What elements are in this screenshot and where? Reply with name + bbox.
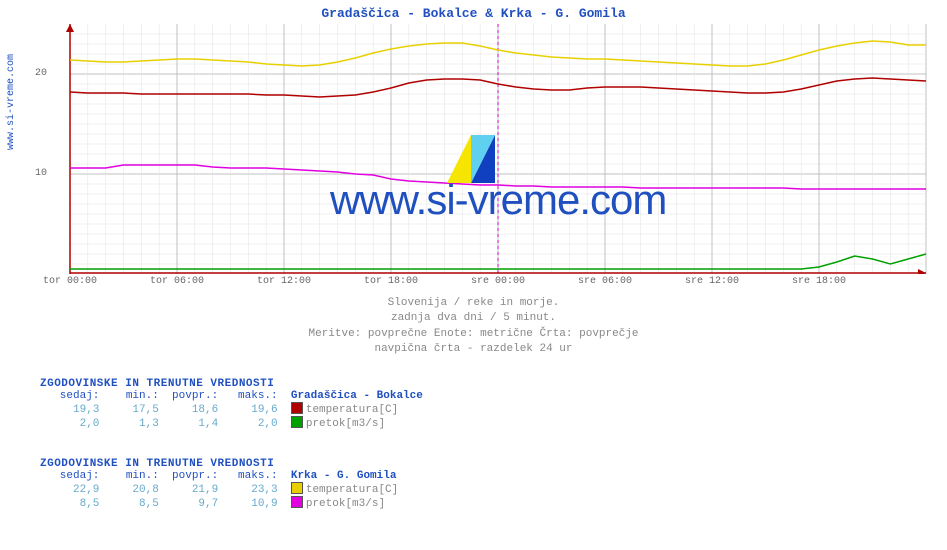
stats-row-temp: 19,3 17,5 18,6 19,6 temperatura[C]: [40, 402, 423, 416]
x-axis-labels: tor 00:00 tor 06:00 tor 12:00 tor 18:00 sre …: [36, 276, 932, 290]
stats-block-2: ZGODOVINSKE IN TRENUTNE VREDNOSTI sedaj:…: [40, 458, 398, 510]
caption-line: Slovenija / reke in morje.: [0, 296, 947, 311]
stats-row-flow: 8,5 8,5 9,7 10,9 pretok[m3/s]: [40, 496, 398, 510]
chart-captions: Slovenija / reke in morje. zadnja dva dn…: [0, 296, 947, 358]
x-tick-label: tor 06:00: [150, 276, 204, 287]
x-tick-label: tor 12:00: [257, 276, 311, 287]
stats-block-1: ZGODOVINSKE IN TRENUTNE VREDNOSTI sedaj:…: [40, 378, 423, 430]
stats-title: ZGODOVINSKE IN TRENUTNE VREDNOSTI: [40, 378, 423, 390]
stats-row-temp: 22,9 20,8 21,9 23,3 temperatura[C]: [40, 482, 398, 496]
caption-line: Meritve: povprečne Enote: metrične Črta:…: [0, 327, 947, 342]
caption-line: navpična črta - razdelek 24 ur: [0, 342, 947, 357]
stats-row-flow: 2,0 1,3 1,4 2,0 pretok[m3/s]: [40, 416, 423, 430]
x-tick-label: sre 12:00: [685, 276, 739, 287]
x-tick-label: sre 18:00: [792, 276, 846, 287]
caption-line: zadnja dva dni / 5 minut.: [0, 311, 947, 326]
chart-title: Gradaščica - Bokalce & Krka - G. Gomila: [0, 0, 947, 21]
x-tick-label: sre 06:00: [578, 276, 632, 287]
side-url: www.si-vreme.com: [6, 54, 17, 150]
x-tick-label: sre 00:00: [471, 276, 525, 287]
stats-headers: sedaj: min.: povpr.: maks.: Gradaščica -…: [40, 390, 423, 402]
stats-headers: sedaj: min.: povpr.: maks.: Krka - G. Go…: [40, 470, 398, 482]
watermark-text: www.si-vreme.com: [330, 176, 666, 224]
x-tick-label: tor 00:00: [43, 276, 97, 287]
ytick-10: 10: [35, 168, 47, 179]
ytick-20: 20: [35, 68, 47, 79]
stats-title: ZGODOVINSKE IN TRENUTNE VREDNOSTI: [40, 458, 398, 470]
x-tick-label: tor 18:00: [364, 276, 418, 287]
